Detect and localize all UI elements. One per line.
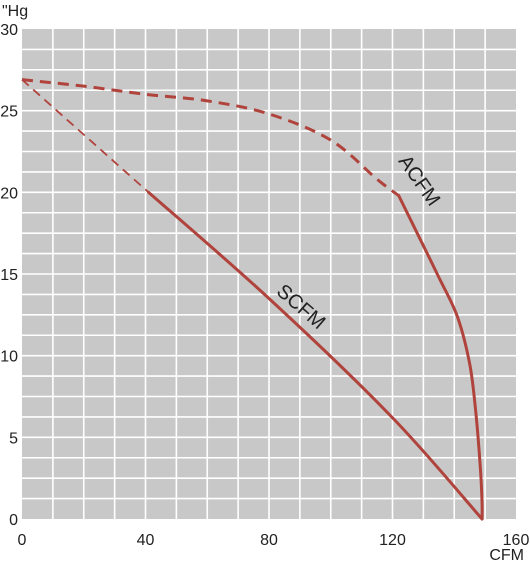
x-tick-label: 80 [260,532,278,549]
y-axis-ticks: 0 5 10 15 20 25 30 [0,22,18,529]
x-axis-ticks: 0 40 80 120 160 [18,532,530,549]
y-tick-label: 5 [9,430,18,447]
series-line-scfm-solid [147,190,484,521]
y-tick-label: 25 [0,104,18,121]
y-tick-label: 20 [0,185,18,202]
y-tick-label: 0 [9,512,18,529]
x-tick-label: 0 [18,532,27,549]
x-axis-unit: CFM [489,547,524,564]
y-tick-label: 15 [0,267,18,284]
series-line-acfm-solid [397,194,484,521]
y-axis-unit: "Hg [2,3,28,20]
y-tick-label: 10 [0,349,18,366]
series-line-scfm-dashed [21,78,150,194]
x-tick-label: 120 [379,532,406,549]
x-tick-label: 40 [137,532,155,549]
series-lines [21,78,484,521]
grid [22,29,516,519]
series-line-acfm-dashed [21,78,400,197]
y-tick-label: 30 [0,22,18,39]
x-tick-label: 160 [503,532,530,549]
